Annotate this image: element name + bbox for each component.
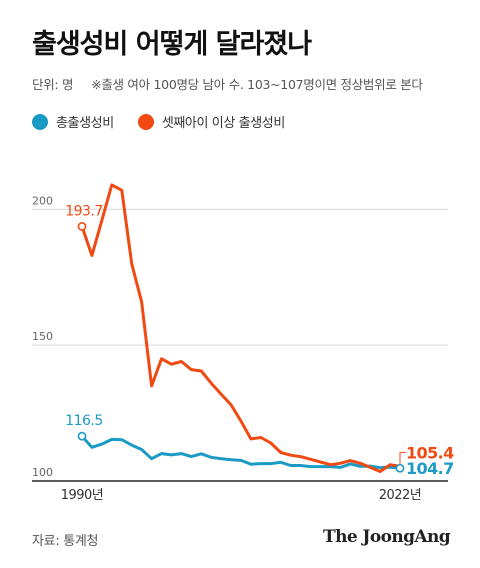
series-start-label-1: 193.7 [65, 203, 103, 219]
series-line-0 [80, 434, 402, 470]
x-tick-label-end: 2022년 [379, 488, 422, 503]
series-end-leader-1 [399, 451, 406, 465]
legend-swatch-total [32, 113, 48, 130]
legend-item-third-child: 셋째아이 이상 출생성비 [137, 112, 285, 131]
legend-label-total: 총출생성비 [56, 116, 114, 131]
source-label: 자료: 통계청 [32, 534, 99, 549]
series-start-label-0: 116.5 [65, 413, 103, 429]
y-tick-label-200: 200 [32, 194, 53, 207]
series-end-marker-0 [395, 463, 405, 473]
legend-swatch-third-child [137, 113, 154, 130]
series-line-1 [80, 183, 402, 473]
chart-subtitle: 단위: 명 ※출생 여아 100명당 남아 수. 103~107명이면 정상범위로… [32, 74, 423, 93]
legend-item-total: 총출생성비 [32, 112, 114, 131]
series-start-marker-0 [77, 431, 87, 441]
series-start-marker-1 [77, 222, 87, 231]
x-tick-label-start: 1990년 [61, 488, 104, 503]
y-tick-label-100: 100 [32, 466, 53, 479]
chart-title: 출생성비 어떻게 달라졌나 [32, 29, 312, 60]
legend: 총출생성비 셋째아이 이상 출생성비 [32, 112, 309, 131]
y-tick-label-150: 150 [32, 330, 53, 343]
brand-logo: The JoongAng [323, 527, 451, 547]
unit-label: 단위: 명 [32, 77, 74, 92]
footnote: ※출생 여아 100명당 남아 수. 103~107명이면 정상범위로 본다 [91, 77, 423, 92]
legend-label-third-child: 셋째아이 이상 출생성비 [161, 116, 285, 131]
series-end-label-1: 105.4 [406, 443, 454, 462]
series-end-label-0: 104.7 [406, 459, 454, 478]
